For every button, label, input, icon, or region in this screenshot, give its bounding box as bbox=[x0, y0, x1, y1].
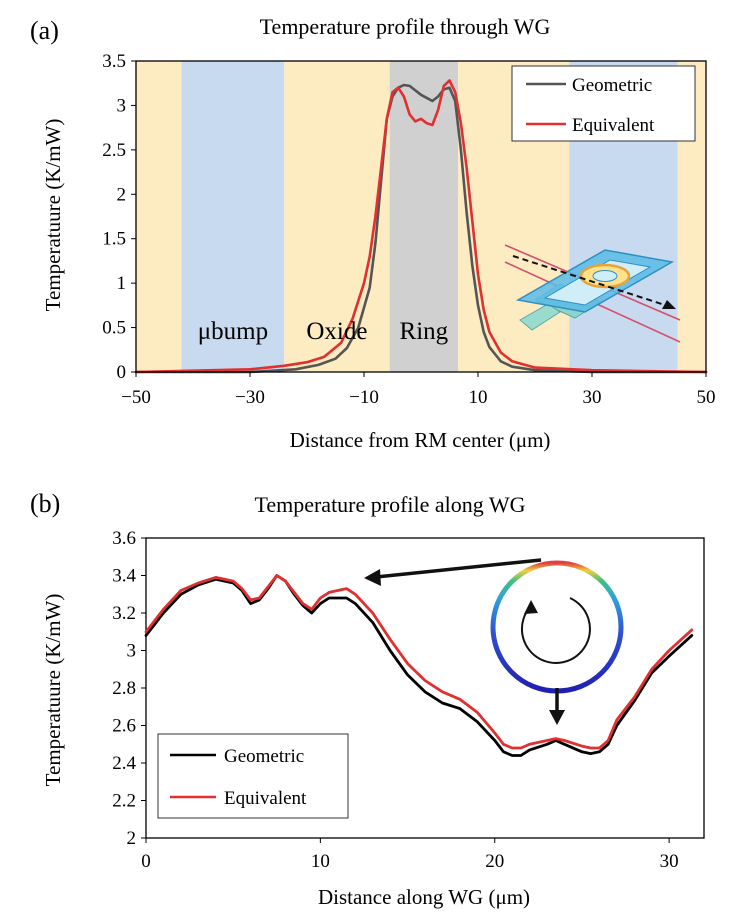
a-series-equivalent bbox=[134, 79, 708, 374]
b-x-tick-label-1: 10 bbox=[311, 851, 330, 872]
a-region-band-bump-1 bbox=[181, 61, 285, 372]
panel-a-title: Temperature profile through WG bbox=[260, 14, 551, 39]
b-x-tick-label-2: 20 bbox=[485, 851, 504, 872]
panel-b-y-axis-label: Temperatuure (K/mW) bbox=[41, 594, 65, 787]
b-y-tick-label-6: 3.2 bbox=[112, 603, 136, 624]
panel-a-y-axis-label: Temperatuure (K/mW) bbox=[41, 119, 65, 312]
panel-a: (a) Temperature profile through WG μbump… bbox=[30, 14, 716, 452]
a-region-label-ubump: μbump bbox=[198, 318, 268, 345]
a-region-label-oxide: Oxide bbox=[306, 318, 367, 345]
b-y-tick-label-0: 2 bbox=[127, 828, 137, 849]
b-series-geometric bbox=[144, 574, 694, 757]
a-series-geometric bbox=[134, 83, 708, 374]
a-y-tick-label-0: 0 bbox=[117, 362, 127, 383]
panel-a-legend-equivalent: Equivalent bbox=[572, 115, 655, 136]
panel-a-label: (a) bbox=[30, 16, 59, 45]
b-x-tick-label-0: 0 bbox=[141, 851, 151, 872]
circular-arrow-icon bbox=[520, 597, 591, 664]
panel-b-label: (b) bbox=[30, 489, 60, 518]
a-x-tick-label-4: 30 bbox=[583, 387, 602, 408]
panel-a-y-ticks: 0 0.5 1 1.5 2 2.5 3 3.5 bbox=[102, 51, 136, 383]
panel-a-x-ticks: −50 −30 −10 10 30 50 bbox=[121, 372, 716, 408]
b-y-tick-label-2: 2.4 bbox=[112, 753, 136, 774]
panel-a-region-labels: μbump Oxide Ring bbox=[198, 318, 449, 345]
a-x-tick-label-0: −50 bbox=[121, 387, 151, 408]
panel-b-x-ticks: 0 10 20 30 bbox=[141, 838, 679, 872]
a-y-tick-label-4: 2 bbox=[117, 184, 127, 205]
a-y-tick-label-1: 0.5 bbox=[102, 318, 126, 339]
b-y-tick-label-1: 2.2 bbox=[112, 791, 136, 812]
panel-a-series-lines bbox=[134, 79, 708, 374]
a-y-tick-label-7: 3.5 bbox=[102, 51, 126, 72]
a-region-band-ring-3 bbox=[389, 61, 459, 372]
panel-b: (b) Temperature profile along WG 0 10 20 30… bbox=[30, 489, 705, 909]
b-y-tick-label-3: 2.6 bbox=[112, 716, 136, 737]
b-x-tick-label-3: 30 bbox=[660, 851, 679, 872]
a-y-tick-label-3: 1.5 bbox=[102, 229, 126, 250]
a-y-tick-label-6: 3 bbox=[117, 95, 127, 116]
panel-b-legend-equivalent: Equivalent bbox=[224, 788, 307, 809]
a-x-tick-label-3: 10 bbox=[469, 387, 488, 408]
b-y-tick-label-4: 2.8 bbox=[112, 678, 136, 699]
panel-b-series-lines bbox=[144, 574, 694, 757]
a-y-tick-label-5: 2.5 bbox=[102, 140, 126, 161]
panel-b-legend-geometric: Geometric bbox=[224, 746, 304, 767]
panel-a-region-bands bbox=[136, 61, 706, 372]
panel-a-plot-frame bbox=[135, 60, 707, 373]
a-x-tick-label-2: −10 bbox=[349, 387, 379, 408]
ring-modulator-3d-icon bbox=[504, 244, 681, 343]
panel-b-y-ticks: 2 2.2 2.4 2.6 2.8 3 3.2 3.4 3.6 bbox=[112, 528, 146, 849]
a-region-band-oxide-2 bbox=[284, 61, 390, 372]
panel-b-legend-box bbox=[157, 733, 349, 819]
panel-a-legend-box bbox=[511, 65, 696, 142]
panel-a-x-axis-label: Distance from RM center (μm) bbox=[290, 428, 551, 452]
a-x-tick-label-5: 50 bbox=[697, 387, 716, 408]
a-x-tick-label-1: −30 bbox=[235, 387, 265, 408]
a-y-tick-label-2: 1 bbox=[117, 273, 127, 294]
a-region-label-ring: Ring bbox=[400, 318, 449, 345]
a-region-band-oxide-0 bbox=[136, 61, 182, 372]
panel-b-x-axis-label: Distance along WG (μm) bbox=[318, 885, 530, 909]
pointer-arrow-left bbox=[375, 558, 542, 579]
panel-b-title: Temperature profile along WG bbox=[254, 492, 525, 517]
panel-a-legend-geometric: Geometric bbox=[572, 75, 652, 96]
panel-b-legend: Geometric Equivalent bbox=[157, 733, 349, 819]
ring-temperature-inset bbox=[364, 558, 624, 725]
b-series-equivalent bbox=[144, 574, 694, 750]
b-y-tick-label-8: 3.6 bbox=[112, 528, 136, 549]
panel-a-legend: Geometric Equivalent bbox=[511, 65, 696, 142]
b-y-tick-label-5: 3 bbox=[127, 641, 137, 662]
b-y-tick-label-7: 3.4 bbox=[112, 566, 136, 587]
